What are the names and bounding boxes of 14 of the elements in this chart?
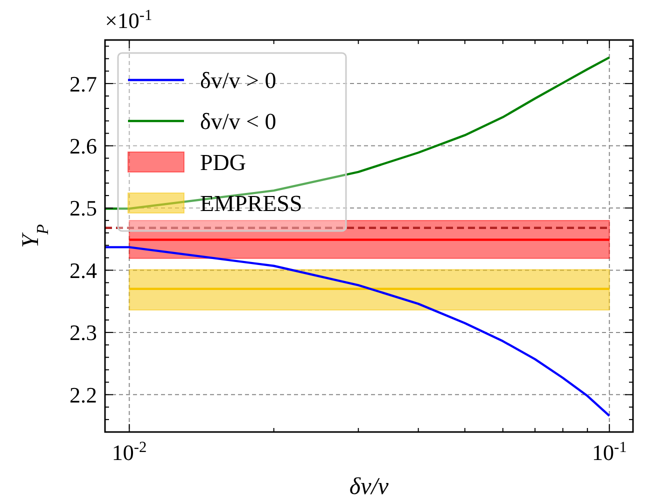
legend-label: δv/v < 0	[200, 109, 276, 134]
y-tick-label: 2.5	[70, 196, 97, 221]
legend-label: δv/v > 0	[200, 68, 276, 94]
legend-label: PDG	[200, 150, 246, 176]
x-axis-title: δv/v	[349, 474, 389, 500]
y-tick-label: 2.7	[70, 71, 97, 96]
legend-label: EMPRESS	[200, 191, 302, 216]
text: ×10$^{-1}$	[105, 6, 152, 33]
y-tick-label: 2.2	[70, 382, 97, 408]
y-tick-label: 2.3	[70, 320, 97, 346]
y-tick-label: 2.4	[70, 258, 97, 283]
x-tick-label: 10$^{-1}$	[592, 438, 627, 465]
x-tick-label: 10$^{-2}$	[112, 438, 147, 465]
y-tick-label: 2.6	[70, 133, 97, 158]
